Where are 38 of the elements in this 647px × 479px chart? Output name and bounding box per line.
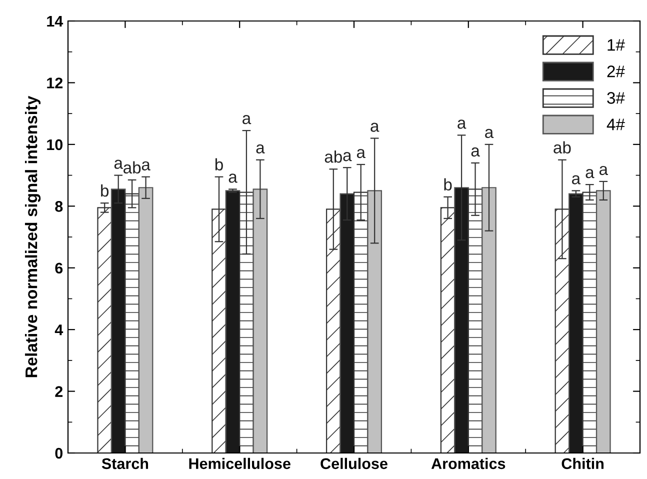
x-tick-label: Chitin <box>562 458 604 470</box>
y-tick-label: 2 <box>55 386 63 397</box>
annotation: a <box>485 128 494 138</box>
x-tick-label: Cellulose <box>320 458 388 470</box>
annotation: b <box>101 184 109 197</box>
y-axis-title: Relative normalized signal intensity <box>24 96 41 378</box>
annotation: a <box>586 169 594 178</box>
annotation: a <box>572 175 581 184</box>
annotation: b <box>215 158 223 170</box>
legend-label: 2# <box>607 66 625 78</box>
legend-label: 4# <box>606 118 625 130</box>
annotation: a <box>471 147 480 157</box>
annotation: a <box>242 115 252 124</box>
y-tick-label: 6 <box>55 262 63 274</box>
legend-label: 1# <box>608 39 625 51</box>
legend-label: 3# <box>607 92 625 104</box>
y-tick-label: 0 <box>55 448 63 459</box>
annotation: a <box>256 144 265 154</box>
y-tick-label: 14 <box>47 16 64 27</box>
annotation: b <box>444 178 452 191</box>
annotation: a <box>142 161 150 170</box>
annotation: a <box>114 160 123 169</box>
annotation: a <box>599 166 608 176</box>
annotation: ab <box>124 161 141 174</box>
annotation: ab <box>324 150 342 163</box>
y-tick-label: 8 <box>55 201 63 212</box>
annotation: a <box>343 152 352 162</box>
annotation: ab <box>554 141 571 154</box>
y-tick-label: 4 <box>54 324 64 336</box>
y-tick-label: 10 <box>47 139 63 150</box>
x-tick-label: Aromatics <box>431 458 506 470</box>
annotation: a <box>356 148 366 158</box>
x-tick-label: Starch <box>102 458 148 470</box>
annotation: a <box>228 174 238 183</box>
y-tick-label: 12 <box>47 78 63 88</box>
annotation: a <box>458 120 466 129</box>
annotation: a <box>370 122 380 132</box>
x-tick-label: Hemicellulose <box>189 458 290 470</box>
